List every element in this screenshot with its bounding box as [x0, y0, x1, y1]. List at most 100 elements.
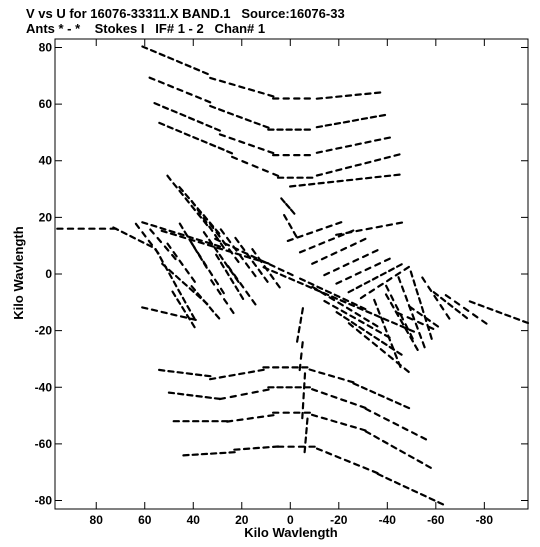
uv-point — [228, 82, 236, 87]
y-axis-label: Kilo Wavlength — [11, 226, 26, 319]
uv-point — [344, 94, 353, 98]
uv-point — [202, 214, 208, 221]
uv-point — [204, 241, 212, 245]
uv-point — [175, 128, 183, 134]
uv-point — [419, 493, 427, 498]
uv-point — [350, 301, 358, 307]
uv-point — [226, 150, 234, 155]
uv-point — [383, 174, 392, 178]
uv-point — [418, 331, 423, 339]
uv-point — [241, 160, 249, 165]
uv-point — [303, 445, 307, 454]
uv-point — [170, 313, 178, 317]
uv-point — [277, 267, 285, 272]
uv-point — [477, 303, 485, 308]
uv-point — [156, 236, 163, 244]
uv-point — [206, 243, 214, 248]
x-tick-label: 20 — [235, 513, 249, 527]
uv-point — [210, 279, 216, 286]
uv-point — [226, 419, 234, 423]
uv-point — [149, 228, 155, 235]
uv-point — [190, 276, 196, 283]
uv-point — [234, 236, 240, 244]
uv-point — [373, 298, 378, 306]
uv-point — [289, 184, 297, 188]
uv-point — [358, 326, 365, 331]
uv-point — [228, 373, 236, 377]
uv-point — [288, 277, 296, 282]
uv-point — [428, 497, 436, 502]
uv-point — [192, 136, 200, 141]
uv-point — [332, 267, 340, 272]
uv-point — [157, 80, 165, 85]
uv-point — [408, 305, 415, 311]
uv-point — [229, 394, 237, 399]
uv-point — [244, 262, 251, 269]
uv-point — [364, 266, 372, 272]
uv-point — [366, 324, 374, 329]
uv-point — [315, 97, 324, 100]
uv-point — [219, 261, 225, 269]
uv-point — [378, 113, 387, 118]
uv-point — [257, 368, 265, 372]
uv-point — [316, 285, 324, 290]
uv-point — [257, 90, 265, 95]
uv-point — [393, 173, 401, 177]
uv-point — [308, 368, 316, 373]
uv-point — [158, 121, 166, 127]
uv-point — [404, 327, 410, 334]
uv-point — [175, 59, 183, 65]
uv-point — [205, 123, 213, 129]
uv-point — [371, 322, 379, 328]
uv-point — [299, 316, 303, 324]
uv-point — [235, 114, 243, 119]
uv-point — [229, 277, 235, 285]
uv-point — [365, 330, 373, 336]
uv-point — [318, 371, 326, 375]
x-axis-label: Kilo Wavlength — [244, 525, 337, 540]
uv-point — [393, 352, 398, 360]
uv-point — [168, 268, 175, 275]
uv-point — [425, 464, 432, 469]
uv-point — [351, 118, 360, 122]
uv-point — [275, 282, 281, 289]
uv-point — [251, 299, 257, 306]
uv-point — [289, 208, 296, 215]
uv-point — [141, 231, 147, 238]
uv-point — [166, 174, 172, 181]
uv-point — [297, 326, 301, 334]
uv-point — [347, 379, 355, 384]
uv-point — [163, 245, 170, 252]
uv-point — [120, 230, 128, 236]
uv-point — [158, 368, 166, 372]
uv-point — [228, 136, 236, 141]
uv-point — [320, 255, 328, 261]
uv-point — [335, 168, 343, 172]
uv-point — [185, 372, 194, 376]
uv-point — [216, 246, 224, 251]
uv-point — [362, 253, 369, 259]
uv-point — [184, 268, 190, 275]
uv-point — [179, 112, 187, 118]
uv-point — [333, 121, 342, 126]
uv-point — [141, 221, 149, 225]
uv-point — [209, 143, 217, 148]
uv-point — [374, 175, 382, 179]
uv-point — [239, 293, 245, 300]
uv-point — [373, 335, 380, 341]
uv-point — [315, 227, 323, 232]
uv-point — [167, 391, 176, 395]
uv-point — [186, 305, 192, 312]
uv-point — [424, 316, 431, 322]
uv-point — [360, 386, 368, 391]
uv-point — [349, 425, 357, 429]
uv-point — [168, 229, 176, 234]
uv-point — [238, 372, 246, 376]
uv-point — [112, 226, 120, 231]
uv-point — [179, 315, 188, 319]
uv-point — [214, 313, 221, 320]
uv-point — [344, 144, 353, 148]
uv-point — [330, 419, 338, 424]
uv-point — [231, 155, 238, 160]
uv-point — [193, 67, 201, 72]
